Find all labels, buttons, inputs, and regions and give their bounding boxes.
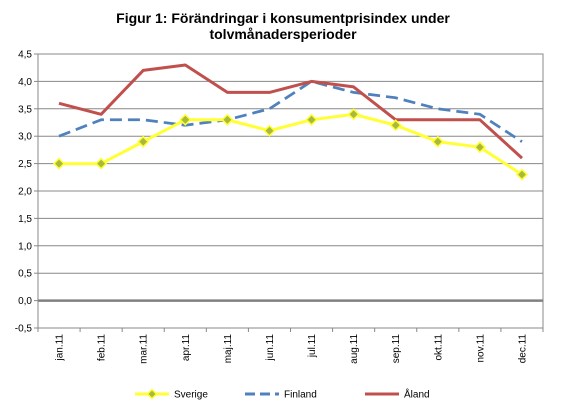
plot-area: -0,5 0,0 0,5 1,0 1,5 2,0 2,5 3,0 3,5 4,0 4,5 jan.11…: [15, 50, 544, 364]
x-tick-label: okt.11: [433, 334, 444, 361]
legend-label: Finland: [284, 390, 317, 401]
x-tick-label: maj.11: [223, 334, 234, 364]
x-tick-label: nov.11: [475, 334, 486, 363]
sverige-marker: [137, 135, 150, 148]
sverige-marker: [515, 168, 529, 181]
sverige-marker: [263, 124, 276, 137]
x-tick-label: dec.11: [517, 334, 528, 364]
x-tick-label: aug.11: [349, 334, 360, 364]
y-tick-label: 1,0: [18, 241, 32, 252]
legend-label: Åland: [404, 388, 430, 401]
x-tick-label: sep.11: [391, 334, 402, 364]
series-line-0: [59, 112, 523, 176]
y-tick-label: 3,5: [18, 104, 32, 115]
y-tick-label: 0,5: [18, 269, 32, 280]
y-tick-label: 3,0: [18, 132, 32, 143]
sverige-marker: [305, 113, 318, 126]
x-tick-label: mar.11: [139, 334, 150, 364]
series-line-1: [58, 80, 523, 143]
x-tick-label: jan.11: [55, 334, 66, 362]
x-tick-label: feb.11: [97, 334, 108, 361]
y-tick-label: 0,0: [18, 296, 32, 307]
legend-label: Sverige: [174, 390, 208, 401]
x-tick-label: jun.11: [265, 334, 276, 362]
legend: Sverige Finland Åland: [135, 388, 430, 401]
sverige-marker: [179, 113, 192, 126]
sverige-marker: [95, 157, 108, 170]
series-line-2: [58, 63, 524, 160]
chart-title-line-1: Figur 1: Förändringar i konsumentprisind…: [116, 10, 450, 26]
sverige-marker: [473, 141, 486, 154]
chart-title-line-2: tolvmånadersperioder: [209, 26, 357, 42]
sverige-marker: [347, 108, 360, 121]
sverige-marker: [52, 157, 66, 170]
x-tick-label: jul.11: [307, 334, 318, 359]
sverige-marker: [389, 119, 402, 132]
y-tick-label: 2,5: [18, 159, 32, 170]
y-tick-label: 1,5: [18, 214, 32, 225]
x-tick-label: apr.11: [181, 334, 192, 361]
y-tick-label: -0,5: [15, 324, 33, 335]
sverige-marker: [431, 135, 444, 148]
y-tick-label: 2,0: [18, 187, 32, 198]
y-tick-label: 4,5: [18, 50, 32, 61]
legend-marker: [146, 388, 158, 400]
y-tick-label: 4,0: [18, 77, 32, 88]
sverige-marker: [221, 113, 234, 126]
